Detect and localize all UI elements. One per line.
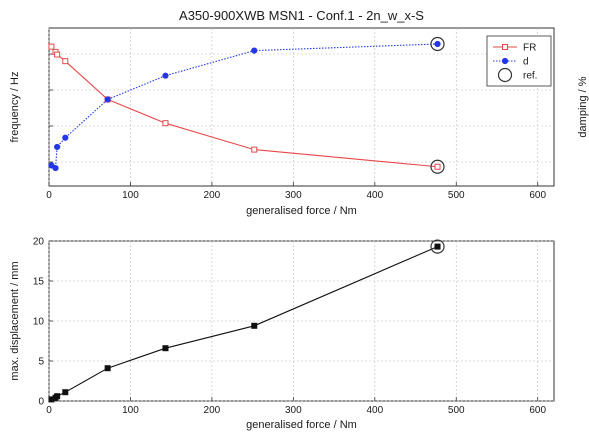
series-d-point (434, 40, 441, 48)
top-x-tick-label: 200 (204, 190, 221, 201)
max-displacement-point (104, 365, 111, 372)
series-d-point (162, 72, 169, 79)
series-d-point (104, 96, 111, 103)
top-x-tick-label: 300 (285, 190, 302, 201)
bottom-y-tick-label: 5 (38, 357, 44, 368)
legend-swatch-d-marker (501, 57, 509, 65)
top-y2-axis-label: damping / % (577, 76, 589, 137)
top-x-axis-label: generalised force / Nm (246, 205, 357, 217)
bottom-x-tick-label: 100 (122, 405, 139, 416)
legend-label-d: d (523, 57, 529, 68)
reference-marker (430, 159, 445, 174)
bottom-y-tick-label: 0 (38, 397, 44, 408)
series-fr-point (162, 120, 169, 127)
series-fr-point (251, 146, 258, 153)
max-displacement-point (434, 243, 441, 250)
max-displacement-point (251, 322, 258, 329)
bottom-x-axis-label: generalised force / Nm (246, 419, 357, 431)
legend-swatch-ref-marker (497, 67, 513, 83)
max-displacement-point (162, 345, 169, 352)
bottom-y-tick-label: 15 (33, 277, 45, 288)
series-d-point (251, 47, 258, 54)
legend-swatch-fr-marker (502, 44, 508, 50)
bottom-x-tick-label: 300 (285, 405, 302, 416)
max-displacement-point (54, 393, 61, 400)
top-x-tick-label: 500 (448, 190, 465, 201)
series-d (48, 40, 441, 172)
legend: FR d ref. (486, 35, 552, 87)
bottom-x-tick-label: 400 (366, 405, 383, 416)
top-y-axis-label: frequency / Hz (9, 72, 21, 143)
bottom-y-axis-label: max. displacement / mm (9, 261, 21, 380)
top-x-tick-label: 400 (366, 190, 383, 201)
bottom-x-tick-label: 0 (46, 405, 52, 416)
series-fr-point (48, 43, 55, 50)
legend-label-ref: ref. (523, 71, 537, 82)
legend-label-fr: FR (523, 43, 536, 54)
bottom-x-tick-label: 500 (448, 405, 465, 416)
top-x-tick-label: 100 (122, 190, 139, 201)
series-max-displacement (48, 243, 441, 403)
series-d-line (51, 43, 438, 170)
series-d-point (52, 164, 59, 172)
bottom-y-tick-label: 10 (33, 317, 45, 328)
chart-title: A350-900XWB MSN1 - Conf.1 - 2n_w_x-S (179, 8, 424, 23)
top-x-tick-label: 0 (46, 190, 52, 201)
legend-box (486, 35, 552, 87)
bottom-x-tick-label: 600 (529, 405, 546, 416)
reference-marker (430, 36, 445, 52)
reference-marker (430, 239, 445, 254)
bottom-x-tick-label: 200 (204, 405, 221, 416)
series-d-point (54, 143, 61, 151)
series-d-point (62, 134, 69, 141)
series-fr-point (62, 58, 69, 65)
series-fr-point (54, 51, 61, 58)
top-plot-area (48, 27, 555, 187)
top-x-tick-label: 600 (529, 190, 546, 201)
bottom-y-tick-label: 20 (33, 237, 45, 248)
max-displacement-point (62, 389, 69, 396)
series-fr-point (434, 163, 441, 170)
